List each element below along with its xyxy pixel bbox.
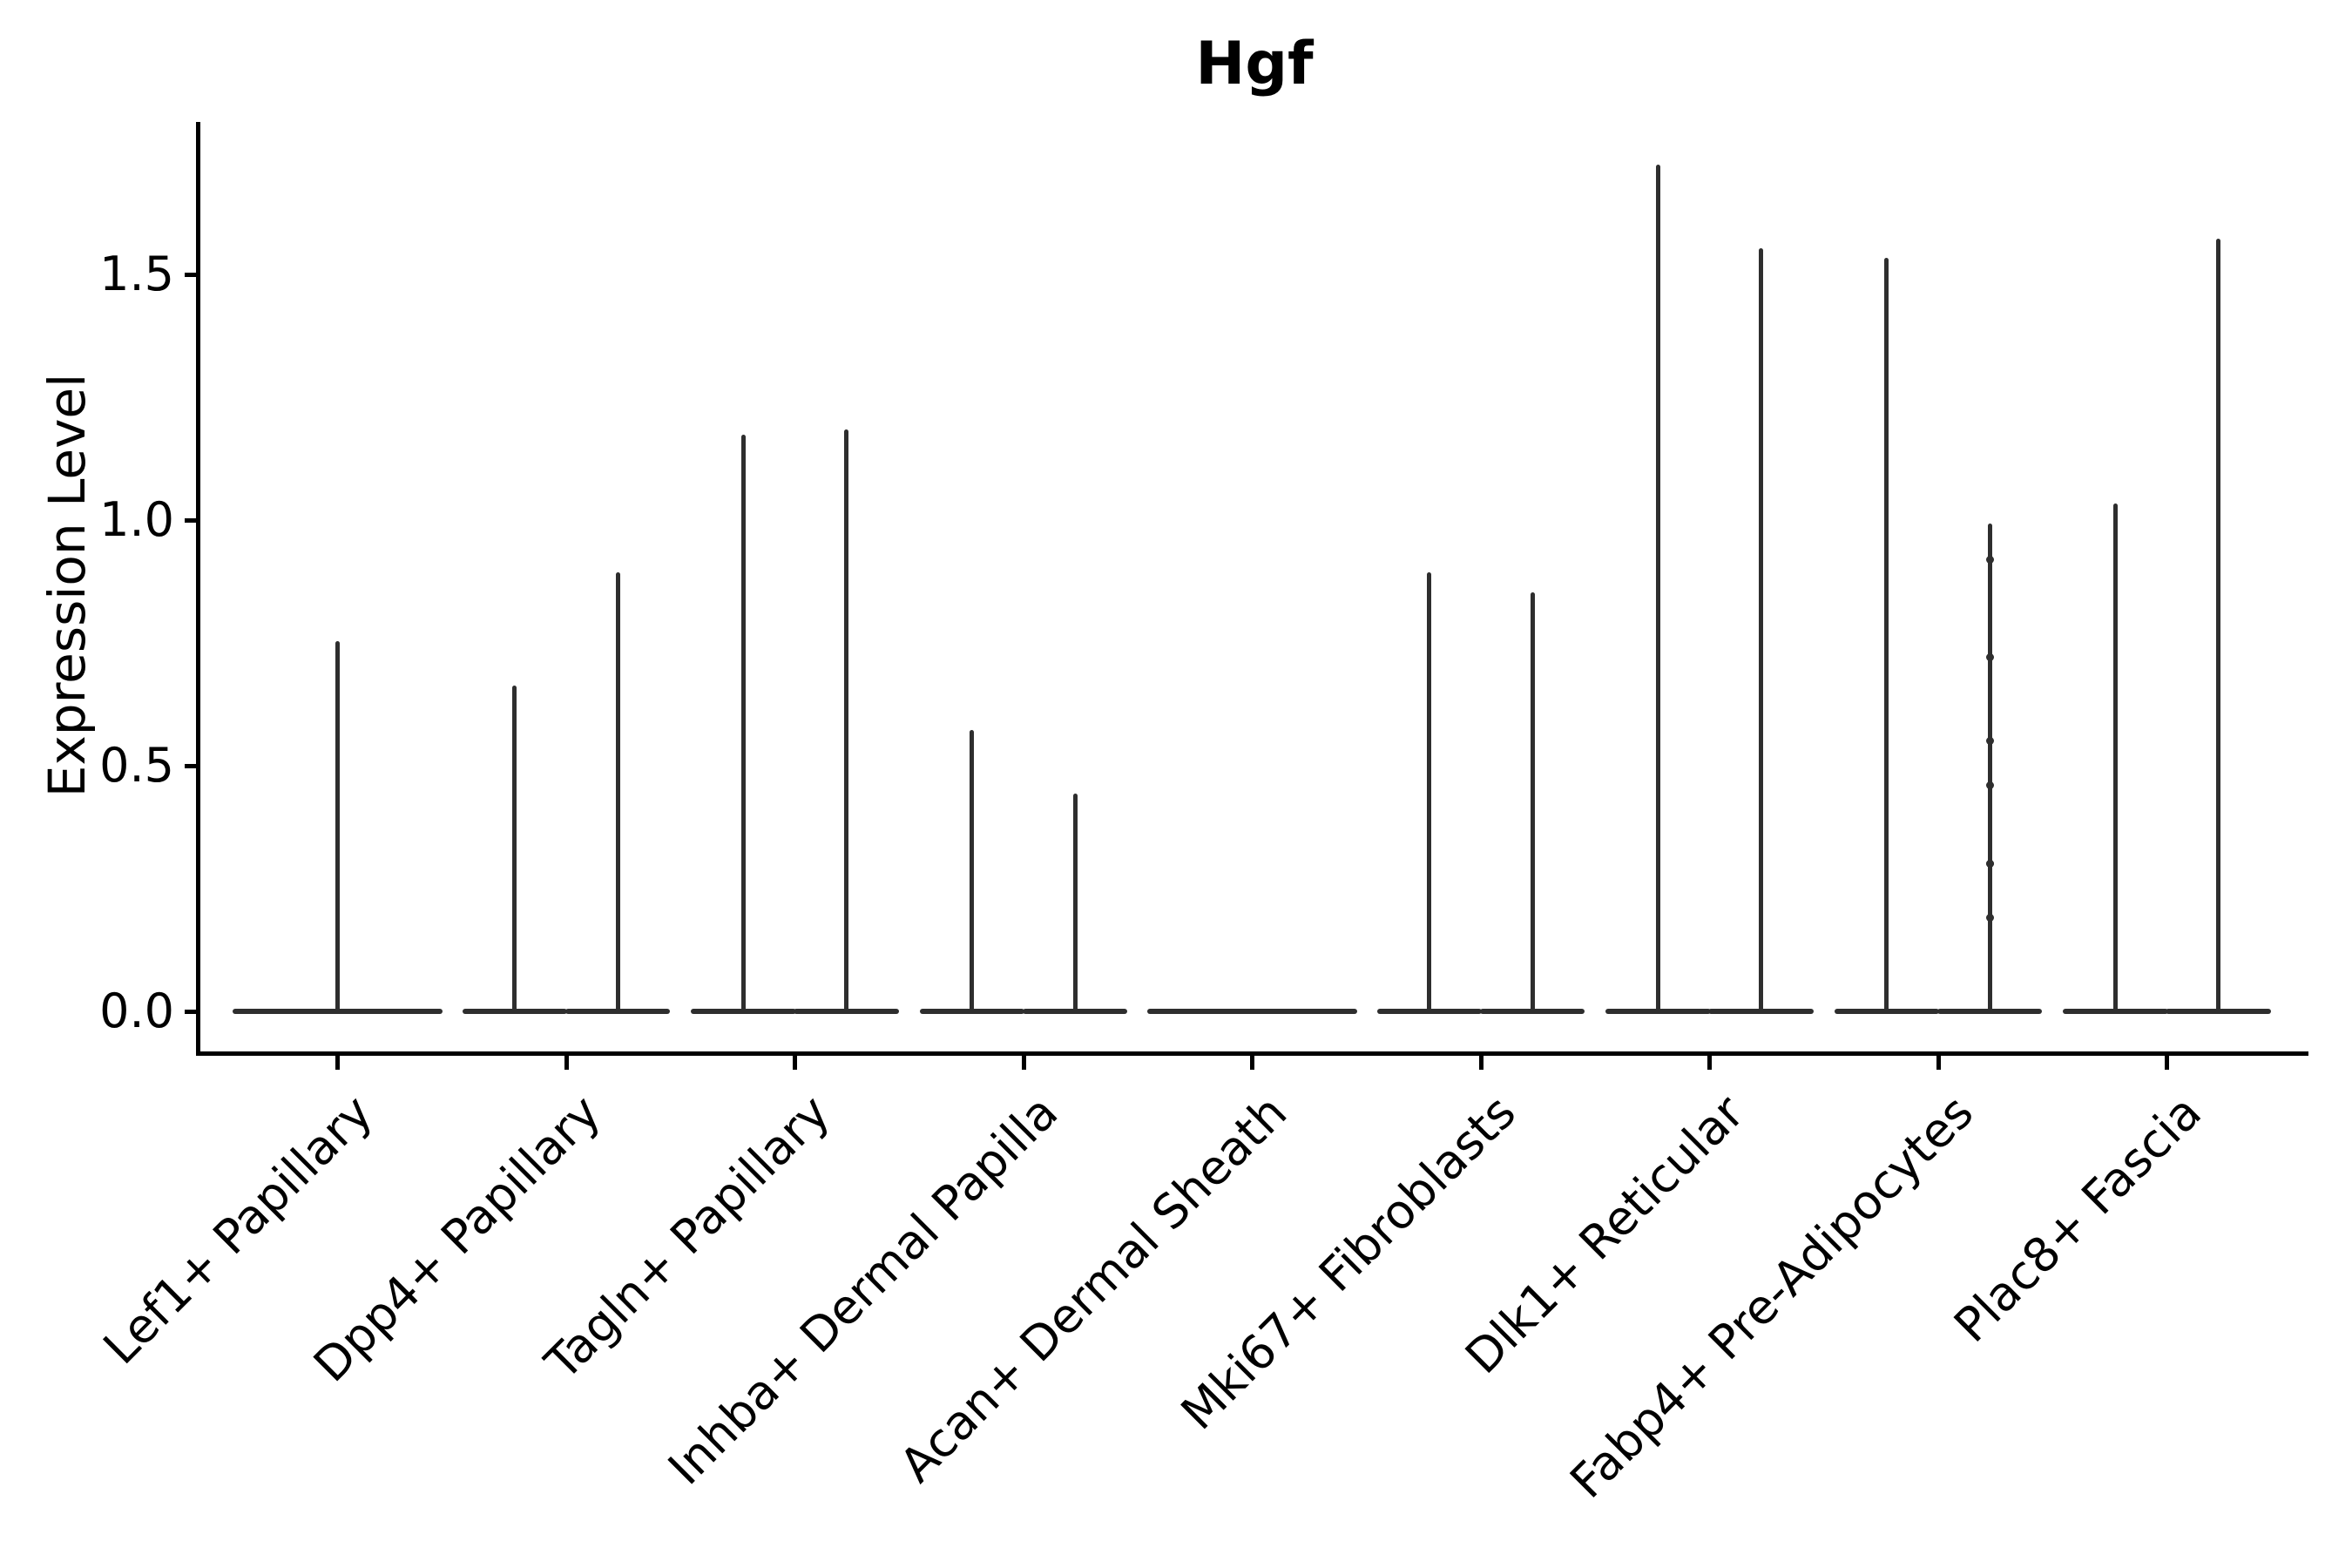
violin-baseline [794, 1009, 899, 1014]
expression-point [1985, 860, 1994, 868]
violin-baseline [1479, 1009, 1585, 1014]
violin-spike [2216, 238, 2221, 1011]
violin-spike [740, 435, 746, 1011]
x-tick [793, 1056, 797, 1070]
violin-baseline [919, 1009, 1025, 1014]
violin-baseline [2063, 1009, 2168, 1014]
x-axis-spine [197, 1051, 2308, 1056]
y-tick-label: 1.0 [99, 492, 174, 547]
y-tick [185, 763, 199, 768]
violin-spike [335, 641, 340, 1011]
violin-baseline [1376, 1009, 1483, 1014]
violin-baseline [2166, 1009, 2271, 1014]
x-tick [1707, 1056, 1712, 1070]
violin-spike [844, 429, 849, 1011]
y-tick [185, 517, 199, 523]
expression-point [1985, 914, 1994, 923]
y-tick-label: 1.5 [99, 247, 174, 301]
violin-baseline [1146, 1009, 1358, 1014]
violin-spike [970, 729, 975, 1011]
violin-spike [1427, 572, 1432, 1011]
expression-point [1985, 653, 1994, 662]
violin-baseline [232, 1009, 443, 1014]
violin-baseline [691, 1009, 796, 1014]
violin-spike [615, 572, 620, 1011]
x-tick [1250, 1056, 1254, 1070]
violin-spike [1884, 258, 1889, 1011]
x-tick [2165, 1056, 2169, 1070]
violin-baseline [564, 1009, 671, 1014]
violin-spike [1530, 591, 1535, 1011]
x-tick-label: Plac8+ Fascia [1943, 1085, 2213, 1353]
violin-baseline [1936, 1009, 2043, 1014]
violin-spike [1072, 793, 1078, 1011]
violin-spike [1655, 164, 1660, 1011]
violin-spike [2112, 504, 2118, 1011]
violin-baseline [462, 1009, 568, 1014]
x-tick [564, 1056, 569, 1070]
x-tick-label: Inhba+ Dermal Papilla [658, 1085, 1069, 1496]
x-tick-label: Fabp4+ Pre-Adipocytes [1558, 1085, 1984, 1509]
y-tick-label: 0.0 [99, 983, 174, 1038]
y-axis-label: Expression Level [37, 373, 97, 798]
expression-point [1985, 555, 1994, 564]
expression-point [1985, 781, 1994, 790]
y-tick [185, 272, 199, 277]
x-tick [335, 1056, 340, 1070]
expression-point [1985, 737, 1994, 746]
y-tick [185, 1009, 199, 1014]
violin-baseline [1708, 1009, 1814, 1014]
chart-title: Hgf [1195, 30, 1314, 98]
x-tick-label: Acan+ Dermal Sheath [889, 1085, 1298, 1493]
violin-baseline [1834, 1009, 1940, 1014]
x-tick [1936, 1056, 1941, 1070]
y-axis-spine [196, 122, 200, 1056]
y-tick-label: 0.5 [99, 738, 174, 793]
violin-spike [1987, 523, 1992, 1011]
violin-spike [1759, 247, 1764, 1011]
violin-baseline [1605, 1009, 1711, 1014]
violin-baseline [1022, 1009, 1128, 1014]
x-tick [1021, 1056, 1026, 1070]
x-tick [1478, 1056, 1484, 1070]
violin-spike [512, 685, 517, 1011]
